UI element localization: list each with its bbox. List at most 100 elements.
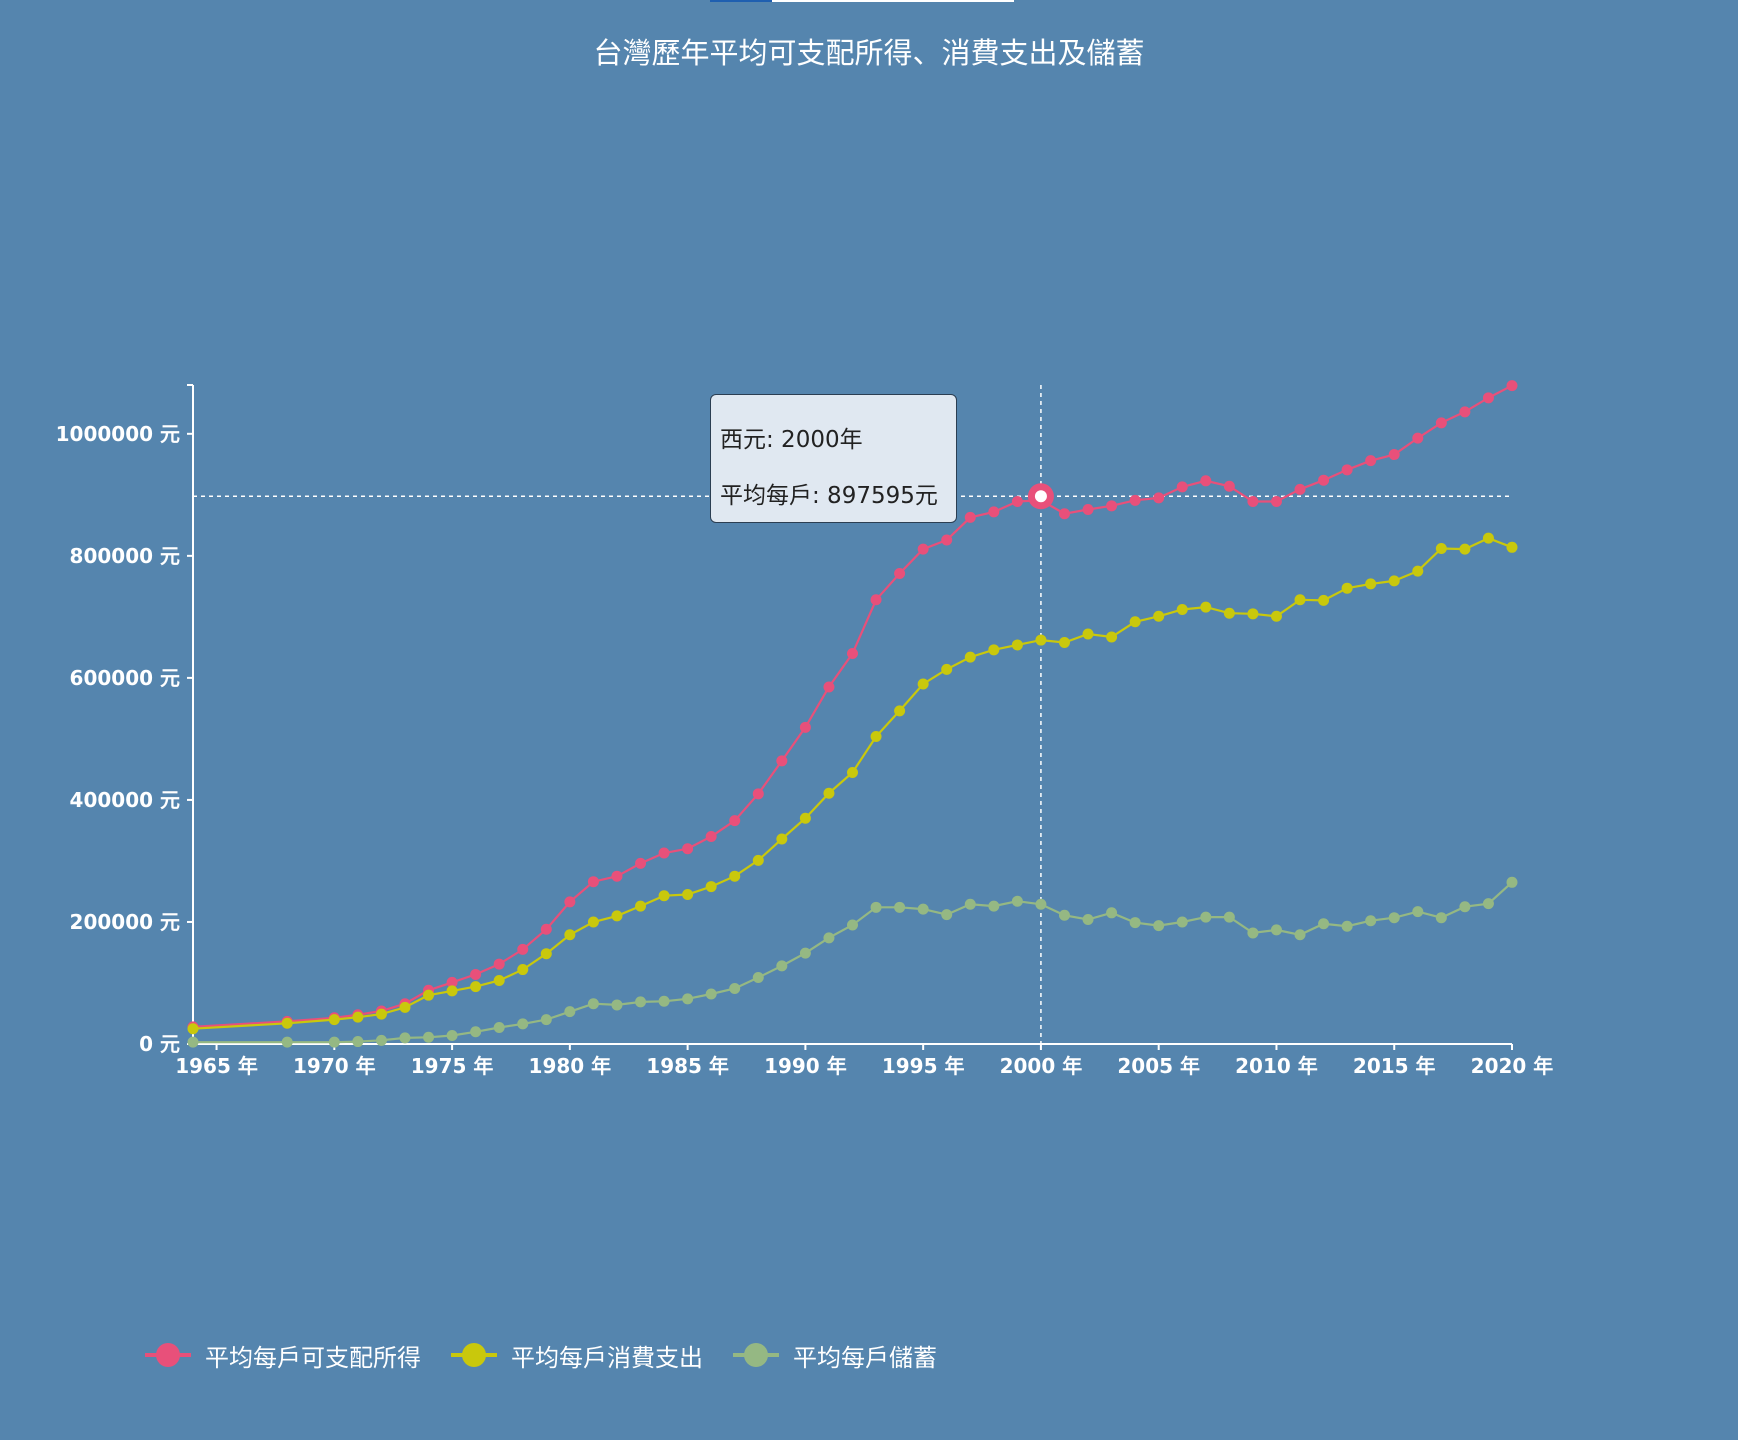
y-tick-label: 400000 元 (70, 788, 180, 812)
data-point (1082, 503, 1094, 515)
data-point (187, 1023, 199, 1035)
data-point (776, 833, 788, 845)
data-point (1365, 578, 1377, 590)
x-tick-label: 2015 年 (1353, 1054, 1436, 1078)
data-point (635, 996, 647, 1008)
data-point (1200, 475, 1212, 487)
data-point (988, 506, 1000, 518)
data-point (1270, 610, 1282, 622)
data-point (1412, 565, 1424, 577)
x-tick-label: 1975 年 (411, 1054, 494, 1078)
data-point (1506, 876, 1518, 888)
data-point (587, 998, 599, 1010)
data-point (352, 1011, 364, 1023)
data-point (682, 889, 694, 901)
data-point (964, 511, 976, 523)
data-point (870, 594, 882, 606)
data-point (540, 948, 552, 960)
data-point (1435, 417, 1447, 429)
x-tick-label: 2020 年 (1471, 1054, 1554, 1078)
data-point (587, 916, 599, 928)
data-point (564, 929, 576, 941)
data-point (1106, 631, 1118, 643)
data-point (1200, 911, 1212, 923)
data-point (446, 1029, 458, 1041)
chart-title: 台灣歷年平均可支配所得、消費支出及儲蓄 (593, 36, 1145, 70)
data-point (1365, 455, 1377, 467)
data-point (799, 947, 811, 959)
data-point (1058, 508, 1070, 520)
data-point (894, 568, 906, 580)
data-point (823, 787, 835, 799)
data-point (847, 919, 858, 931)
data-point (1129, 917, 1141, 929)
data-point (752, 854, 764, 866)
data-point (1058, 636, 1070, 648)
data-point (1082, 914, 1094, 926)
legend-swatch-income (145, 1340, 191, 1370)
data-point (493, 975, 505, 987)
data-point (564, 1006, 576, 1018)
data-point (870, 730, 882, 742)
data-point (658, 890, 670, 902)
data-point (894, 901, 906, 913)
data-point (1106, 500, 1118, 512)
data-point (399, 1032, 411, 1044)
data-point (1294, 929, 1306, 941)
data-point (328, 1014, 340, 1026)
data-point (752, 788, 764, 800)
data-point (682, 843, 694, 855)
series-2 (187, 876, 1518, 1048)
data-point (1365, 915, 1377, 927)
data-point (328, 1036, 340, 1048)
data-point (1153, 492, 1165, 504)
data-point (1011, 639, 1023, 651)
tooltip-value: 平均每戶: 897595元 (720, 483, 938, 509)
data-point (917, 543, 929, 555)
data-point (1247, 927, 1259, 939)
series-line (193, 881, 1513, 1044)
x-tick-label: 2000 年 (1000, 1054, 1083, 1078)
data-point (611, 870, 623, 882)
data-point (705, 831, 717, 843)
data-point (446, 985, 458, 997)
legend-item-income[interactable]: 平均每戶可支配所得 (145, 1338, 421, 1373)
data-point (1482, 392, 1494, 404)
data-point (705, 881, 717, 893)
data-point (894, 705, 906, 717)
data-point (941, 909, 953, 921)
data-point (988, 644, 1000, 656)
data-point (635, 900, 647, 912)
data-point (1247, 608, 1259, 620)
data-point (823, 681, 835, 693)
data-point (729, 982, 741, 994)
y-tick-label: 600000 元 (70, 666, 180, 690)
data-point (352, 1036, 364, 1048)
data-point (1506, 541, 1518, 553)
data-point (1223, 480, 1235, 492)
data-point (729, 815, 741, 827)
x-tick-label: 1970 年 (293, 1054, 376, 1078)
data-point (517, 964, 529, 976)
data-point (1459, 901, 1471, 913)
data-point (587, 876, 599, 888)
data-point (1435, 543, 1447, 555)
series-0 (187, 380, 1518, 1033)
data-point (776, 755, 788, 767)
data-point (1270, 924, 1282, 936)
data-point (611, 999, 623, 1011)
data-point (1318, 474, 1330, 486)
y-tick-label: 800000 元 (70, 544, 180, 568)
data-point (1412, 906, 1424, 918)
axes: 0 元 200000 元 400000 元 600000 元 800000 元 10000… (56, 384, 1554, 1078)
legend-label-savings: 平均每戶儲蓄 (793, 1343, 937, 1372)
data-point (1459, 406, 1471, 418)
legend-item-consumption[interactable]: 平均每戶消費支出 (451, 1338, 703, 1373)
data-point (1341, 464, 1353, 476)
data-point (917, 903, 929, 915)
data-point (870, 901, 882, 913)
data-point (1294, 483, 1306, 495)
data-point (1318, 594, 1330, 606)
legend-item-savings[interactable]: 平均每戶儲蓄 (733, 1338, 937, 1373)
